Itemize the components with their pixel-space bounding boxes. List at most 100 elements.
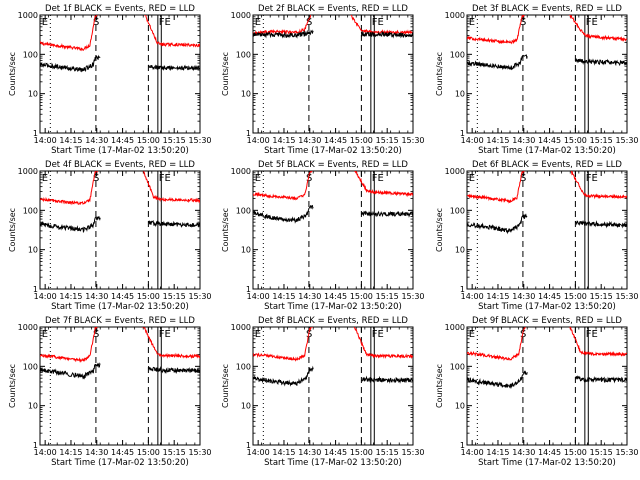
marker-label-fe: FE bbox=[586, 329, 598, 340]
y-tick-label: 1 bbox=[33, 129, 38, 138]
plot-frame bbox=[466, 14, 628, 134]
x-tick-label: 15:00 bbox=[350, 448, 373, 457]
x-tick-label: 14:45 bbox=[324, 448, 347, 457]
chart-title: Det 1f BLACK = Events, RED = LLD bbox=[45, 4, 195, 14]
y-tick-label: 1000 bbox=[18, 323, 38, 332]
x-tick-label: 14:15 bbox=[272, 292, 295, 301]
x-tick-label: 14:00 bbox=[34, 292, 57, 301]
series-group bbox=[40, 171, 200, 234]
y-tick-label: 1 bbox=[246, 441, 251, 450]
marker-label-s: S bbox=[520, 329, 526, 340]
x-tick-label: 14:00 bbox=[247, 136, 270, 145]
y-tick-label: 100 bbox=[23, 50, 38, 59]
series-line-lld bbox=[467, 327, 627, 362]
x-tick-label: 15:15 bbox=[163, 136, 186, 145]
y-tick-label: 10 bbox=[455, 246, 465, 255]
y-tick-label: 10 bbox=[28, 402, 38, 411]
y-tick-label: 1000 bbox=[445, 167, 465, 176]
marker-label-e: E bbox=[42, 17, 48, 28]
marker-label-s: S bbox=[93, 329, 99, 340]
marker-label-e: E bbox=[469, 329, 475, 340]
y-tick-label: 1 bbox=[33, 285, 38, 294]
y-tick-label: 10 bbox=[28, 90, 38, 99]
x-tick-label: 14:15 bbox=[59, 136, 82, 145]
marker-label-s: S bbox=[306, 173, 312, 184]
series-group bbox=[467, 327, 627, 389]
x-tick-label: 14:00 bbox=[34, 136, 57, 145]
x-axis-label: Start Time (17-Mar-02 13:50:20) bbox=[264, 302, 402, 312]
y-tick-label: 10 bbox=[455, 402, 465, 411]
marker-label-e: E bbox=[42, 173, 48, 184]
series-line-events bbox=[40, 362, 200, 380]
x-tick-label: 14:30 bbox=[85, 136, 108, 145]
y-axis-label: Counts/sec bbox=[435, 364, 444, 408]
x-tick-label: 14:00 bbox=[461, 448, 484, 457]
y-axis-label: Counts/sec bbox=[8, 208, 17, 252]
series-line-lld bbox=[467, 15, 627, 45]
marker-label-fe: FE bbox=[159, 329, 171, 340]
chart-panel-2: Det 2f BLACK = Events, RED = LLD 1 10 100 10… bbox=[221, 4, 425, 156]
x-tick-label: 15:30 bbox=[401, 292, 424, 301]
series-line-lld bbox=[40, 15, 200, 52]
x-tick-label: 14:30 bbox=[85, 292, 108, 301]
y-axis-label: Counts/sec bbox=[8, 52, 17, 96]
y-tick-label: 1 bbox=[246, 129, 251, 138]
x-tick-label: 15:15 bbox=[376, 448, 399, 457]
series-group bbox=[467, 15, 627, 71]
marker-label-s: S bbox=[520, 17, 526, 28]
chart-panel-4: Det 4f BLACK = Events, RED = LLD 1 10 100 10… bbox=[8, 160, 212, 312]
chart-panel-6: Det 6f BLACK = Events, RED = LLD 1 10 100 10… bbox=[435, 160, 639, 312]
x-tick-label: 15:00 bbox=[564, 292, 587, 301]
x-tick-label: 15:30 bbox=[401, 136, 424, 145]
marker-label-fe: FE bbox=[586, 173, 598, 184]
chart-title: Det 6f BLACK = Events, RED = LLD bbox=[472, 160, 622, 170]
x-tick-label: 14:45 bbox=[324, 292, 347, 301]
series-line-lld bbox=[40, 171, 200, 206]
chart-panel-5: Det 5f BLACK = Events, RED = LLD 1 10 100 10… bbox=[221, 160, 425, 312]
x-tick-label: 14:45 bbox=[538, 292, 561, 301]
chart-title: Det 5f BLACK = Events, RED = LLD bbox=[258, 160, 408, 170]
marker-label-e: E bbox=[255, 173, 261, 184]
chart-title: Det 2f BLACK = Events, RED = LLD bbox=[258, 4, 408, 14]
marker-label-s: S bbox=[306, 329, 312, 340]
x-tick-label: 15:15 bbox=[376, 292, 399, 301]
y-tick-label: 100 bbox=[23, 362, 38, 371]
series-group bbox=[253, 327, 413, 387]
x-axis-label: Start Time (17-Mar-02 13:50:20) bbox=[264, 146, 402, 156]
y-tick-label: 100 bbox=[450, 50, 465, 59]
y-axis-label: Counts/sec bbox=[221, 208, 230, 252]
y-axis-label: Counts/sec bbox=[435, 208, 444, 252]
x-tick-label: 15:00 bbox=[564, 448, 587, 457]
chart-title: Det 3f BLACK = Events, RED = LLD bbox=[472, 4, 622, 14]
x-tick-label: 15:15 bbox=[590, 136, 613, 145]
marker-label-fe: FE bbox=[372, 17, 384, 28]
series-group bbox=[40, 15, 200, 73]
series-line-events bbox=[253, 204, 413, 224]
plot-frame bbox=[39, 326, 201, 446]
chart-title: Det 8f BLACK = Events, RED = LLD bbox=[258, 316, 408, 326]
y-tick-label: 1 bbox=[460, 285, 465, 294]
x-tick-label: 14:00 bbox=[461, 136, 484, 145]
x-tick-label: 14:00 bbox=[247, 448, 270, 457]
x-tick-label: 14:30 bbox=[298, 292, 321, 301]
x-axis-label: Start Time (17-Mar-02 13:50:20) bbox=[478, 458, 616, 468]
x-tick-label: 15:30 bbox=[615, 136, 638, 145]
y-tick-label: 1000 bbox=[231, 11, 251, 20]
y-tick-label: 10 bbox=[241, 90, 251, 99]
chart-panel-8: Det 8f BLACK = Events, RED = LLD 1 10 100 10… bbox=[221, 316, 425, 468]
chart-panel-1: Det 1f BLACK = Events, RED = LLD 1 10 100 10… bbox=[8, 4, 212, 156]
x-tick-label: 14:15 bbox=[272, 448, 295, 457]
marker-label-fe: FE bbox=[586, 17, 598, 28]
x-tick-label: 15:30 bbox=[188, 292, 211, 301]
x-tick-label: 15:30 bbox=[615, 292, 638, 301]
marker-label-e: E bbox=[42, 329, 48, 340]
plot-frame bbox=[252, 170, 414, 290]
x-tick-label: 15:00 bbox=[137, 292, 160, 301]
marker-label-e: E bbox=[255, 329, 261, 340]
x-tick-label: 14:00 bbox=[34, 448, 57, 457]
marker-label-s: S bbox=[306, 17, 312, 28]
plot-frame bbox=[466, 170, 628, 290]
x-tick-label: 14:30 bbox=[298, 136, 321, 145]
x-tick-label: 14:45 bbox=[538, 448, 561, 457]
